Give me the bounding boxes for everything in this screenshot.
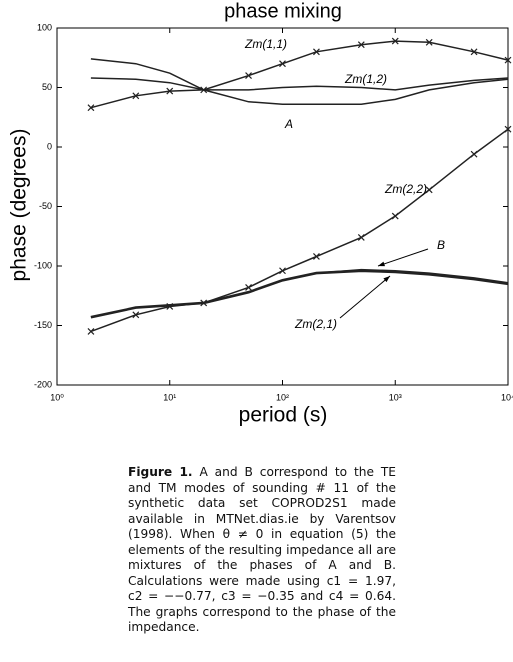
point-marker: [87, 328, 95, 335]
y-tick-label: -100: [34, 260, 52, 270]
point-marker: [425, 186, 433, 194]
point-marker: [504, 125, 512, 133]
point-marker: [391, 37, 399, 45]
x-tick-label: 10³: [389, 392, 402, 402]
point-marker: [391, 212, 399, 220]
point-marker: [425, 38, 433, 46]
series-label: B: [437, 238, 445, 252]
series-label: Zm(2,2): [384, 182, 427, 196]
point-marker: [313, 253, 320, 260]
chart-title: phase mixing: [224, 0, 342, 22]
annotation-arrow: [377, 248, 429, 267]
y-tick-label: -50: [39, 201, 52, 211]
point-marker: [504, 56, 512, 64]
caption-label: Figure 1.: [128, 465, 193, 479]
x-axis-label: period (s): [239, 404, 328, 427]
series-label: Zm(1,1): [244, 37, 287, 51]
y-tick-label: 50: [42, 82, 52, 92]
series-line: [90, 269, 509, 319]
series-label: Zm(2,1): [294, 317, 337, 331]
series-label: A: [284, 117, 293, 131]
series-label: Zm(1,2): [344, 72, 387, 86]
point-marker: [245, 283, 252, 291]
y-tick-label: -150: [34, 320, 52, 330]
plot-frame: [56, 27, 509, 386]
annotation-arrow: [339, 275, 391, 319]
point-marker: [357, 41, 365, 49]
series-line: [90, 128, 509, 333]
x-tick-label: 10²: [276, 392, 289, 402]
point-marker: [470, 48, 478, 56]
y-tick-label: 0: [47, 141, 52, 151]
caption: Figure 1. A and B correspond to the TE a…: [128, 465, 396, 636]
point-marker: [357, 234, 365, 241]
point-marker: [132, 311, 140, 319]
series-line: [90, 40, 509, 109]
y-tick-label: 100: [37, 22, 52, 32]
caption-text: A and B correspond to the TE and TM mode…: [128, 465, 396, 634]
arrow-head: [383, 276, 390, 283]
series-line: [90, 58, 509, 105]
x-tick-label: 10¹: [163, 392, 176, 402]
y-axis-label: phase (degrees): [8, 129, 31, 282]
point-marker: [87, 104, 95, 112]
point-marker: [313, 48, 320, 56]
point-marker: [245, 72, 252, 80]
series-line: [90, 77, 509, 91]
x-tick-label: 10⁰: [50, 392, 64, 402]
point-marker: [279, 60, 286, 68]
point-marker: [470, 150, 478, 158]
x-tick-label: 10⁴: [501, 392, 513, 402]
y-tick-label: -200: [34, 379, 52, 389]
point-marker: [132, 92, 140, 100]
chart: phase mixing period (s) phase (degrees) …: [8, 0, 513, 427]
point-marker: [166, 87, 174, 95]
point-marker: [279, 267, 286, 275]
arrow-head: [378, 261, 385, 267]
